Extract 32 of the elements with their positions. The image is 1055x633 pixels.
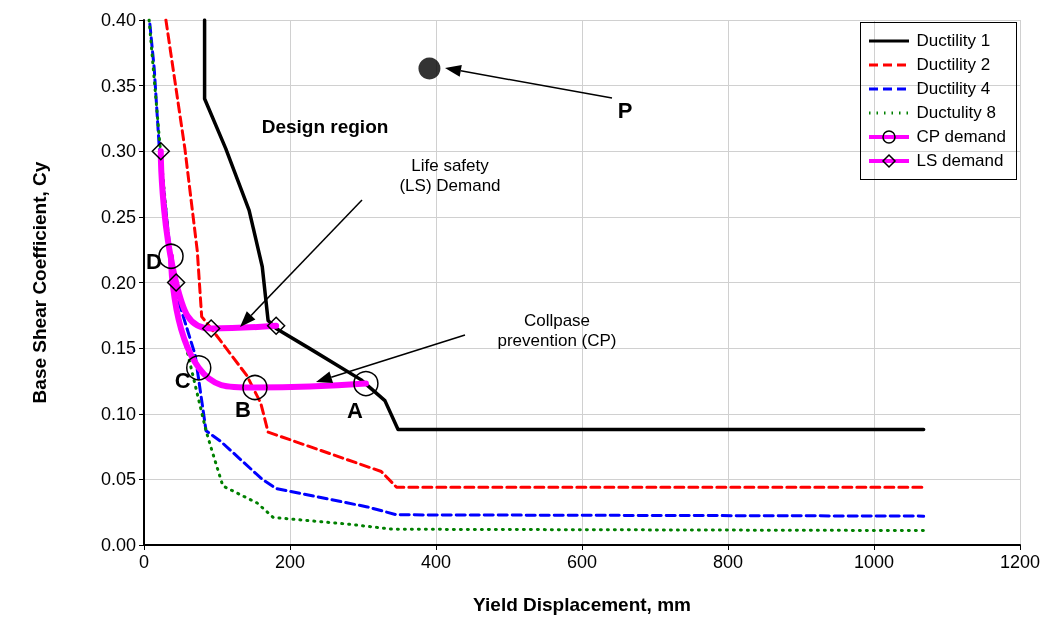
legend-label: Ductility 1 [916, 31, 991, 51]
annotation: A [346, 398, 363, 424]
y-tick-label: 0.20 [100, 272, 136, 293]
x-tick-label: 400 [420, 552, 452, 572]
annotation: Collpase prevention (CP) [497, 310, 617, 350]
legend-label: Ductulity 8 [916, 103, 996, 123]
x-tick-label: 0 [138, 552, 150, 572]
legend-label: CP demand [916, 127, 1006, 147]
y-tick-label: 0.15 [100, 338, 136, 359]
x-axis-title: Yield Displacement, mm [473, 594, 691, 615]
y-tick-label: 0.40 [100, 10, 136, 30]
legend-label: LS demand [916, 151, 1004, 171]
x-tick-label: 600 [566, 552, 598, 572]
legend-label: Ductility 2 [916, 55, 991, 75]
y-tick-label: 0.00 [100, 535, 136, 555]
y-tick-label: 0.25 [100, 206, 136, 227]
annotation: P [617, 97, 633, 123]
legend-label: Ductility 4 [916, 79, 991, 99]
x-tick-label: 1200 [999, 552, 1041, 572]
annotation: Design region [261, 115, 389, 137]
y-tick-label: 0.35 [100, 75, 136, 96]
annotation: B [235, 397, 251, 422]
y-tick-label: 0.10 [100, 403, 136, 424]
x-tick-label: 800 [712, 552, 744, 572]
x-tick-label: 200 [274, 552, 306, 572]
x-tick-label: 1000 [853, 552, 895, 572]
y-axis-title: Base Shear Coefficient, Cy [29, 161, 50, 404]
annotation: D [146, 248, 162, 274]
y-tick-label: 0.05 [100, 469, 136, 490]
annotation: Life safety (LS) Demand [399, 155, 501, 195]
annotation: C [174, 368, 191, 394]
y-tick-label: 0.30 [100, 141, 136, 162]
